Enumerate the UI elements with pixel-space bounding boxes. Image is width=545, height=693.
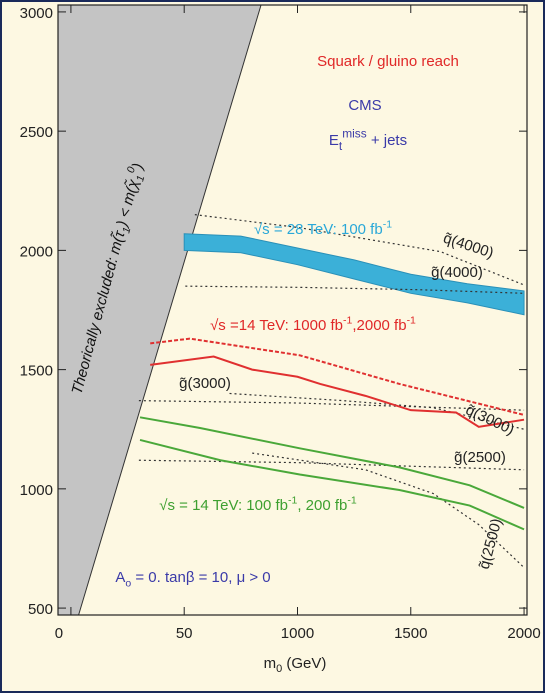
annotation-part: 1 [134, 174, 147, 183]
annotation-part: √s = 14 TeV: 100 fb [159, 497, 288, 514]
annotation-part: miss [342, 126, 366, 140]
annotation-part: -1 [383, 218, 392, 230]
y-tick-label: 1000 [20, 482, 53, 499]
annotation-part: , 200 fb [297, 497, 347, 514]
x-label-sub: 0 [276, 663, 282, 675]
band [183, 233, 525, 316]
x-tick-label: 2000 [507, 625, 540, 642]
annotation: √s = 28 TeV: 100 fb-1 [254, 218, 392, 238]
annotation-part: CMS [348, 97, 381, 114]
x-label-main: m [264, 655, 277, 672]
curve [150, 355, 525, 428]
annotation-part: Squark / gluino reach [317, 53, 459, 70]
y-tick-label: 3000 [20, 5, 53, 22]
annotation-part: ) [128, 161, 146, 172]
x-tick-label: 0 [55, 625, 63, 642]
annotation: g̃(2500) [454, 449, 506, 466]
annotation-part: -1 [343, 314, 352, 326]
excluded-region [58, 5, 262, 615]
y-tick-label: 2000 [20, 243, 53, 260]
y-tick-label: 1500 [20, 363, 53, 380]
annotation: Squark / gluino reach [317, 53, 459, 70]
curve [229, 392, 525, 430]
plot-border [57, 4, 528, 616]
x-axis-label: m0 (GeV) [264, 655, 327, 675]
annotation-part: -1 [288, 494, 297, 506]
x-label-rest: (GeV) [282, 655, 326, 672]
y-tick-label: 2500 [20, 124, 53, 141]
annotation: CMS [348, 97, 381, 114]
annotation: √s = 14 TeV: 100 fb-1, 200 fb-1 [159, 494, 357, 514]
annotation-part: E [329, 132, 339, 149]
annotation: g̃(4000) [431, 264, 483, 281]
annotation: Etmiss + jets [329, 126, 407, 153]
annotation-part: g̃(4000) [431, 264, 483, 281]
annotation-part: √s = 28 TeV: 100 fb [254, 221, 383, 238]
annotation-part: g̃(3000) [179, 375, 231, 392]
annotation-part: √s =14 TeV: 1000 fb [210, 317, 343, 334]
annotation: √s =14 TeV: 1000 fb-1,2000 fb-1 [210, 314, 416, 334]
annotation-part: -1 [347, 494, 356, 506]
annotation-part: o [125, 578, 131, 590]
curve [194, 214, 525, 286]
annotation: Ao = 0. tanβ = 10, μ > 0 [115, 569, 270, 590]
plot-area [58, 5, 525, 615]
curve [252, 452, 525, 568]
annotation-part: ,2000 fb [352, 317, 406, 334]
annotation-part: 0 [125, 165, 138, 174]
curve [139, 438, 525, 531]
curve [139, 416, 525, 509]
annotation-part: -1 [407, 314, 416, 326]
annotation-part: + jets [367, 132, 407, 149]
x-tick-label: 1500 [394, 625, 427, 642]
annotation-part: t [339, 139, 343, 153]
annotation-part: 1 [120, 226, 133, 235]
annotation-part: = 0. tanβ = 10, μ > 0 [131, 569, 270, 586]
x-tick-label: 1000 [281, 625, 314, 642]
curve [150, 337, 525, 416]
x-tick-label: 50 [176, 625, 193, 642]
y-tick-label: 500 [28, 601, 53, 618]
annotation-part: A [115, 569, 125, 586]
annotation-part: g̃(2500) [454, 449, 506, 466]
annotation: g̃(3000) [179, 375, 231, 392]
curve [185, 285, 525, 294]
